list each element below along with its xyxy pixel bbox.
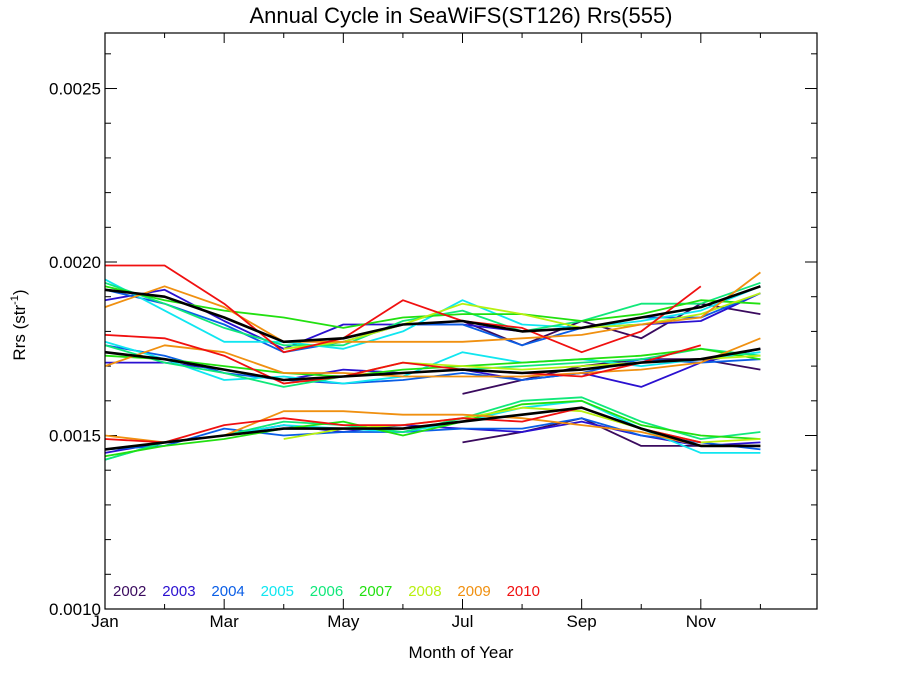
x-tick-label: Mar xyxy=(210,612,240,631)
y-tick-label: 0.0010 xyxy=(49,600,101,619)
legend-label-2004: 2004 xyxy=(211,583,244,600)
x-tick-label: Nov xyxy=(686,612,717,631)
series-2010 xyxy=(104,264,702,444)
chart-title: Annual Cycle in SeaWiFS(ST126) Rrs(555) xyxy=(249,3,672,28)
x-tick-label: Jul xyxy=(452,612,474,631)
x-tick-label: Jan xyxy=(91,612,118,631)
legend-label-2007: 2007 xyxy=(359,583,392,600)
line-2008-1 xyxy=(283,292,761,350)
x-tick-label: May xyxy=(327,612,360,631)
series-2007 xyxy=(104,285,761,458)
y-tick-label: 0.0015 xyxy=(49,427,101,446)
x-axis-label: Month of Year xyxy=(409,643,514,662)
line-2004-1 xyxy=(104,288,761,354)
plot-frame xyxy=(104,32,818,610)
line-2007-0 xyxy=(104,347,761,378)
line-2007-2 xyxy=(104,399,761,458)
legend-label-2006: 2006 xyxy=(310,583,343,600)
y-tick-label: 0.0020 xyxy=(49,253,101,272)
line-2010-0 xyxy=(104,334,702,385)
legend-label-2008: 2008 xyxy=(408,583,441,600)
y-axis-label: Rrs (str-1) xyxy=(9,289,29,360)
line-2007-1 xyxy=(104,285,761,329)
y-tick-label: 0.0025 xyxy=(49,80,101,99)
mean-line-2 xyxy=(104,406,761,451)
x-tick-label: Sep xyxy=(567,612,597,631)
mean-line-0 xyxy=(104,347,761,382)
legend-label-2009: 2009 xyxy=(457,583,490,600)
legend-label-2010: 2010 xyxy=(507,583,540,600)
legend-label-2002: 2002 xyxy=(113,583,146,600)
mean-line-1 xyxy=(104,285,761,344)
series-layer xyxy=(104,264,761,461)
legend-label-2003: 2003 xyxy=(162,583,195,600)
legend: 2002 2003 2004 2005 2006 2007 2008 2009 2010 xyxy=(113,583,540,600)
legend-label-2005: 2005 xyxy=(261,583,294,600)
line-2010-1 xyxy=(105,264,702,354)
line-2004-2 xyxy=(104,417,761,451)
axes: Jan Mar May Jul Sep Nov 0.0010 0.0015 0.0020 0.00… xyxy=(49,33,817,631)
line-2009-0 xyxy=(104,337,761,378)
series-mean xyxy=(104,285,761,451)
